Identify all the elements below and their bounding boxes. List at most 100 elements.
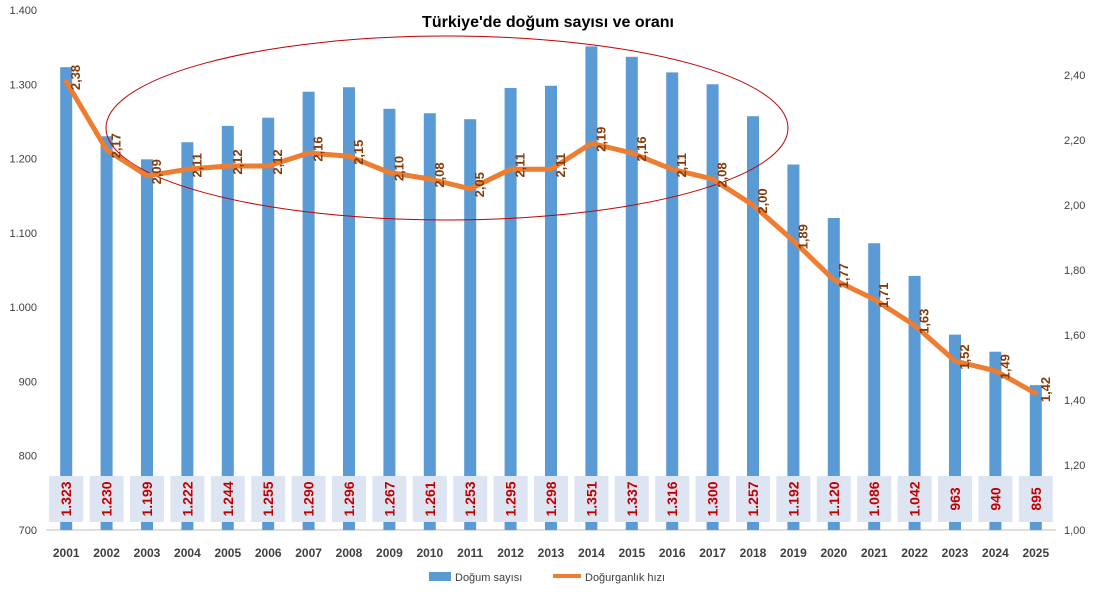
bar-value-label: 1.290 — [301, 481, 317, 516]
y-right-tick-label: 1,20 — [1064, 460, 1085, 472]
x-tick-label: 2017 — [699, 546, 726, 560]
bar-label-box — [291, 476, 326, 522]
bar-label-box — [816, 476, 851, 522]
x-tick-label: 2021 — [861, 546, 888, 560]
y-left-tick-label: 1.400 — [9, 5, 37, 17]
rate-value-label: 2,08 — [432, 162, 447, 187]
legend: Doğum sayısı Doğurganlık hızı — [429, 572, 665, 584]
y-right-tick-label: 2,00 — [1064, 200, 1085, 212]
bar-value-label: 1.192 — [785, 481, 801, 516]
axes: 700 800 900 1.000 1.100 1.200 1.300 1.400 1,00 1,… — [9, 5, 1085, 560]
rate-point-2023 — [953, 359, 957, 363]
rate-value-label: 2,19 — [593, 127, 608, 152]
bar-2011 — [464, 119, 477, 530]
bar-2015 — [625, 56, 638, 531]
bar-label-box — [130, 476, 164, 522]
y-right-tick-label: 1,00 — [1064, 525, 1085, 537]
rate-line-layer — [63, 79, 1039, 396]
x-tick-label: 2025 — [1022, 546, 1049, 560]
bar-value-label: 1.300 — [705, 481, 721, 516]
bar-label-box — [332, 476, 366, 522]
bar-value-label: 1.267 — [381, 481, 397, 516]
bar-value-label: 1.261 — [422, 481, 438, 516]
bar-2021 — [868, 243, 881, 530]
bar-2014 — [585, 46, 598, 531]
x-tick-label: 2006 — [255, 546, 282, 560]
rate-point-2008 — [347, 154, 351, 158]
rate-point-2009 — [387, 171, 391, 174]
bar-value-label: 1.295 — [503, 481, 519, 516]
bar-value-label: 1.351 — [583, 481, 599, 516]
bar-value-label: 895 — [1028, 487, 1044, 511]
rate-point-2015 — [630, 151, 634, 155]
bar-value-label: 1.253 — [462, 481, 478, 516]
bar-label-box — [89, 476, 124, 522]
rate-value-label: 2,11 — [674, 153, 689, 178]
chart-title: Türkiye'de doğum sayısı ve oranı — [422, 14, 674, 31]
bar-label-box — [1018, 476, 1053, 522]
rate-point-2003 — [145, 174, 149, 178]
rate-value-label: 2,08 — [715, 162, 730, 187]
y-left-tick-label: 700 — [19, 525, 37, 537]
y-left-tick-label: 1.100 — [9, 228, 37, 240]
rate-point-2005 — [226, 164, 230, 168]
rate-point-2017 — [711, 177, 715, 181]
y-right-tick-label: 1,80 — [1064, 265, 1085, 277]
bar-label-box — [695, 476, 730, 522]
rate-value-label: 2,11 — [553, 153, 568, 178]
rate-value-label: 2,00 — [755, 188, 770, 213]
rate-point-2001 — [64, 80, 68, 83]
rate-point-2018 — [751, 203, 755, 207]
x-tick-label: 2014 — [578, 546, 605, 560]
bar-2002 — [100, 136, 113, 531]
x-tick-label: 2013 — [538, 546, 565, 560]
bar-label-box — [251, 476, 286, 522]
bar-label-box — [372, 476, 407, 522]
rate-point-2016 — [670, 167, 674, 171]
bar-2012 — [504, 88, 517, 530]
annotation-ellipse — [105, 35, 789, 221]
bar-2009 — [383, 108, 396, 531]
bar-2019 — [787, 164, 800, 530]
x-tick-label: 2003 — [134, 546, 161, 560]
bar-label-box — [897, 476, 932, 522]
rate-point-2021 — [872, 297, 876, 301]
rate-point-2020 — [832, 278, 836, 282]
x-tick-label: 2002 — [93, 546, 120, 560]
x-tick-label: 2008 — [336, 546, 363, 560]
rate-value-label: 1,63 — [917, 309, 932, 334]
x-tick-label: 2019 — [780, 546, 807, 560]
bar-label-box — [978, 476, 1013, 522]
bar-2022 — [908, 275, 921, 530]
annotation-ellipse-layer — [105, 35, 789, 221]
bar-label-box — [412, 476, 447, 522]
rate-value-label: 2,12 — [230, 149, 245, 174]
bar-label-box — [574, 476, 609, 522]
rate-value-label: 1,52 — [957, 344, 972, 369]
bar-label-box — [655, 476, 690, 522]
bar-value-label: 1.222 — [179, 481, 195, 516]
bar-value-label: 1.042 — [907, 481, 923, 516]
rate-point-2010 — [428, 177, 432, 181]
rate-value-label: 2,05 — [472, 172, 487, 197]
bar-value-label: 1.244 — [220, 481, 236, 516]
rate-point-2012 — [509, 167, 513, 171]
x-tick-label: 2016 — [659, 546, 686, 560]
bar-label-box — [534, 476, 568, 522]
data-labels: 1.323 1.230 1.199 1.222 1.244 1.255 1.290 1.296… — [49, 65, 1053, 522]
bar-value-label: 1.257 — [745, 481, 761, 516]
x-tick-label: 2022 — [901, 546, 928, 560]
y-right-tick-label: 2,40 — [1064, 70, 1085, 82]
legend-label-births: Doğum sayısı — [455, 572, 522, 584]
bar-value-label: 1.086 — [866, 481, 882, 516]
bar-value-label: 1.337 — [624, 481, 640, 516]
bar-label-box — [493, 476, 528, 522]
bar-value-label: 1.323 — [58, 481, 74, 516]
rate-value-label: 2,11 — [513, 153, 528, 178]
y-left-tick-label: 900 — [19, 376, 37, 388]
rate-value-label: 2,38 — [68, 65, 83, 90]
rate-point-2024 — [993, 369, 997, 373]
rate-value-label: 2,09 — [149, 159, 164, 184]
bar-value-label: 1.120 — [826, 481, 842, 516]
x-tick-label: 2023 — [942, 546, 969, 560]
